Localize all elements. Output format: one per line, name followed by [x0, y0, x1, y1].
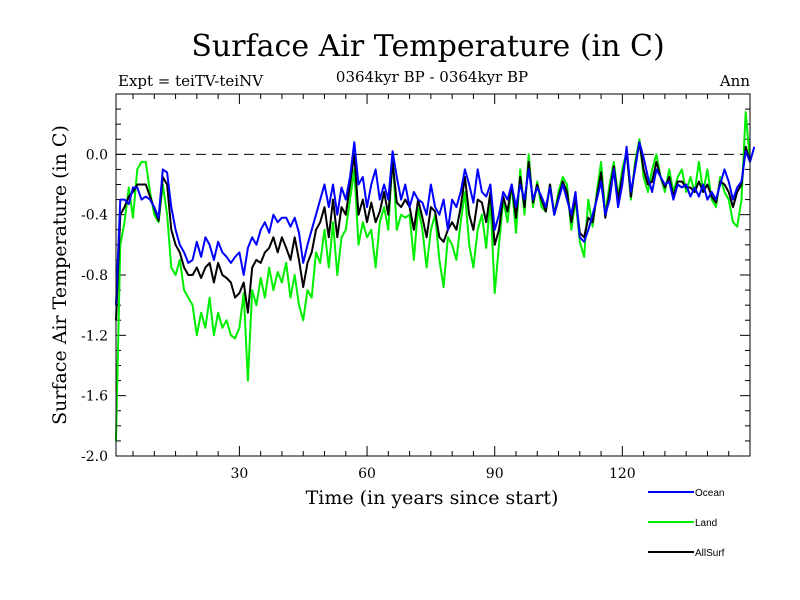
series-line-allsurf: [115, 141, 751, 321]
series-line-ocean: [115, 141, 756, 306]
experiment-label: Expt = teiTV-teiNV: [118, 72, 264, 90]
legend-label-allsurf: AllSurf: [695, 548, 725, 559]
legend-label-land: Land: [695, 518, 717, 529]
chart-title: Surface Air Temperature (in C): [191, 29, 664, 64]
legend: Ocean Land AllSurf: [648, 488, 725, 559]
season-label: Ann: [719, 72, 750, 90]
x-tick-label: 120: [609, 466, 636, 482]
y-tick-label: 0.0: [86, 147, 108, 163]
period-label: 0364kyr BP - 0364kyr BP: [336, 68, 528, 86]
y-tick-label: -0.8: [81, 268, 108, 284]
y-tick-label: -0.4: [81, 208, 108, 224]
legend-label-ocean: Ocean: [695, 488, 724, 499]
y-axis-label: Surface Air Temperature (in C): [49, 125, 71, 425]
series-line-land: [115, 111, 751, 441]
y-tick-label: -1.2: [81, 328, 108, 344]
plot-frame: [115, 93, 751, 457]
x-tick-label: 60: [358, 466, 376, 482]
y-tick-label: -2.0: [81, 449, 108, 465]
x-axis-label: Time (in years since start): [306, 487, 559, 509]
x-tick-label: 90: [486, 466, 504, 482]
y-tick-label: -1.6: [81, 389, 108, 405]
x-tick-label: 30: [230, 466, 248, 482]
